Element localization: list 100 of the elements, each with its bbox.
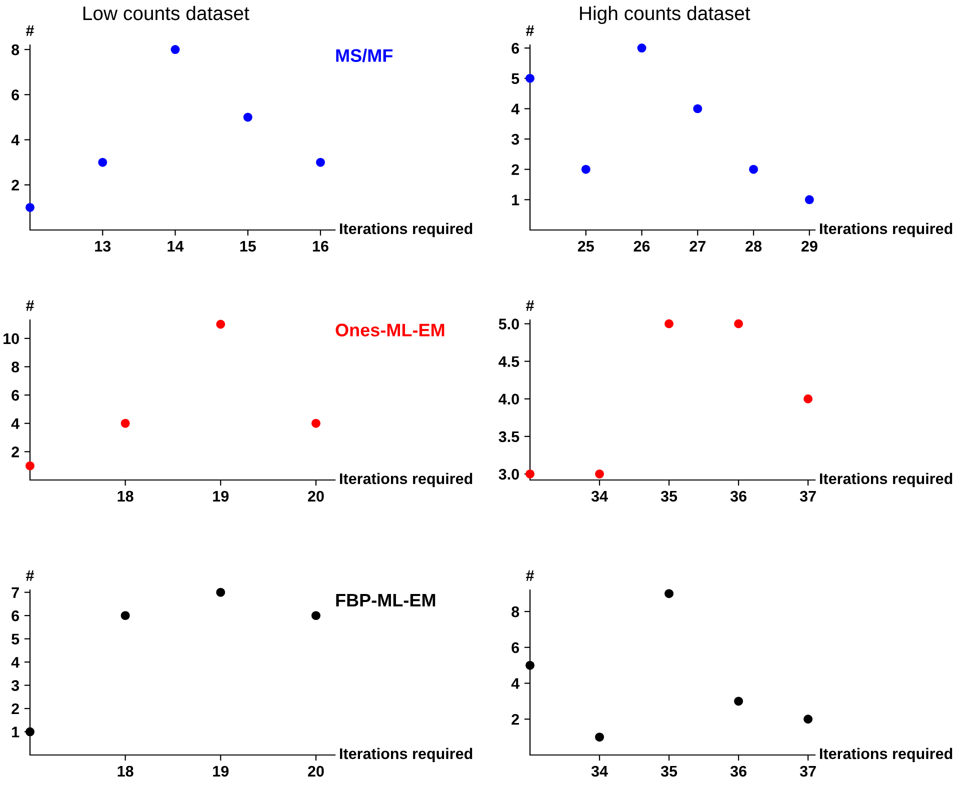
x-tick-label: 37: [800, 766, 816, 777]
y-tick-label: 5: [12, 634, 20, 644]
x-tick-label: 19: [213, 766, 229, 777]
y-tick-label: 1: [512, 194, 520, 206]
y-tick-label: 3: [511, 134, 520, 145]
point: [526, 74, 534, 83]
text: Ones-ML-EM: [336, 324, 444, 336]
y-axis-title: #: [526, 25, 534, 36]
y-tick-label: 6: [512, 642, 520, 654]
y-tick-label: 4.5: [498, 356, 520, 367]
chart-title: High counts dataset: [580, 6, 750, 24]
x-tick-label: 37: [800, 490, 816, 502]
y-tick-label: 6: [12, 390, 20, 401]
point: [595, 469, 604, 478]
y-tick-label: 3.5: [498, 431, 520, 442]
x-tick-label: 34: [591, 766, 608, 777]
y-tick-label: 3.0: [498, 468, 519, 480]
point: [526, 469, 534, 478]
x-axis-title: Iterations required: [340, 748, 472, 762]
x-tick-label: 18: [118, 766, 134, 777]
y-tick-label: 6: [12, 610, 20, 622]
point: [595, 732, 604, 742]
y-tick-label: 6: [512, 42, 520, 54]
y-tick-label: 1: [12, 726, 20, 738]
point: [316, 158, 325, 167]
text: MS/MF: [336, 48, 393, 62]
y-tick-label: 4: [11, 418, 20, 429]
y-tick-label: 4.0: [498, 394, 519, 405]
y-tick-label: 3: [11, 680, 20, 691]
point: [581, 164, 590, 174]
point: [804, 714, 813, 724]
x-tick-label: 15: [240, 240, 256, 252]
point: [311, 418, 320, 428]
y-tick-label: 4: [511, 104, 520, 114]
point: [216, 320, 226, 329]
x-axis-title: Iterations required: [340, 472, 472, 488]
x-tick-label: 36: [730, 490, 746, 502]
x-axis-title: Iterations required: [820, 222, 952, 238]
x-tick-label: 20: [308, 766, 324, 777]
x-tick-label: 29: [801, 240, 818, 252]
y-tick-label: 5.0: [498, 318, 519, 330]
y-tick-label: 10: [4, 333, 19, 344]
x-tick-label: 35: [660, 766, 678, 777]
point: [749, 164, 758, 174]
x-axis-title: Iterations required: [820, 472, 952, 488]
y-tick-label: 5: [512, 73, 520, 84]
x-tick-label: 13: [95, 240, 111, 252]
y-tick-label: 8: [12, 362, 20, 372]
y-axis-title: #: [26, 25, 34, 36]
point: [734, 319, 744, 328]
y-tick-label: 6: [12, 90, 20, 100]
series-label: FBP-ML-EM: [336, 594, 436, 606]
y-tick-label: 4: [511, 678, 520, 689]
y-axis-title: #: [26, 570, 34, 581]
y-tick-label: 8: [12, 44, 20, 56]
x-axis-title: Iterations required: [340, 222, 472, 238]
x-tick-label: 16: [312, 240, 328, 252]
x-tick-label: 36: [730, 766, 746, 777]
point: [26, 461, 34, 470]
x-axis-title: Iterations required: [820, 748, 952, 762]
point: [120, 418, 130, 428]
point: [664, 589, 674, 598]
point: [693, 104, 702, 114]
y-tick-label: 2: [12, 446, 19, 458]
point: [120, 611, 130, 620]
point: [734, 696, 744, 706]
point: [170, 45, 180, 54]
x-tick-label: 14: [168, 240, 184, 252]
point: [804, 195, 814, 204]
x-tick-label: 18: [118, 490, 134, 502]
x-tick-label: 20: [308, 490, 324, 502]
point: [98, 158, 108, 167]
point: [664, 319, 674, 328]
x-tick-label: 26: [634, 240, 650, 252]
y-tick-label: 4: [11, 134, 20, 146]
y-axis-title: #: [526, 570, 534, 581]
point: [26, 727, 34, 736]
x-tick-label: 35: [660, 490, 678, 502]
y-tick-label: 2: [512, 714, 519, 725]
point: [243, 112, 252, 122]
point: [526, 660, 534, 670]
y-tick-label: 4: [11, 657, 20, 668]
y-tick-label: 2: [12, 180, 19, 190]
x-tick-label: 34: [591, 490, 608, 502]
point: [311, 611, 320, 620]
y-axis-title: #: [26, 300, 34, 311]
point: [26, 202, 34, 212]
point: [216, 588, 226, 597]
y-tick-label: 8: [512, 606, 520, 618]
x-tick-label: 27: [690, 240, 706, 252]
x-tick-label: 19: [213, 490, 229, 502]
chart-title: Low counts dataset: [83, 6, 250, 20]
point: [637, 44, 646, 53]
point: [804, 394, 813, 404]
y-tick-label: 2: [512, 164, 519, 175]
x-tick-label: 28: [746, 240, 762, 252]
y-tick-label: 7: [12, 587, 19, 598]
x-tick-label: 25: [578, 240, 594, 252]
y-axis-title: #: [526, 300, 534, 311]
y-tick-label: 2: [12, 703, 19, 714]
